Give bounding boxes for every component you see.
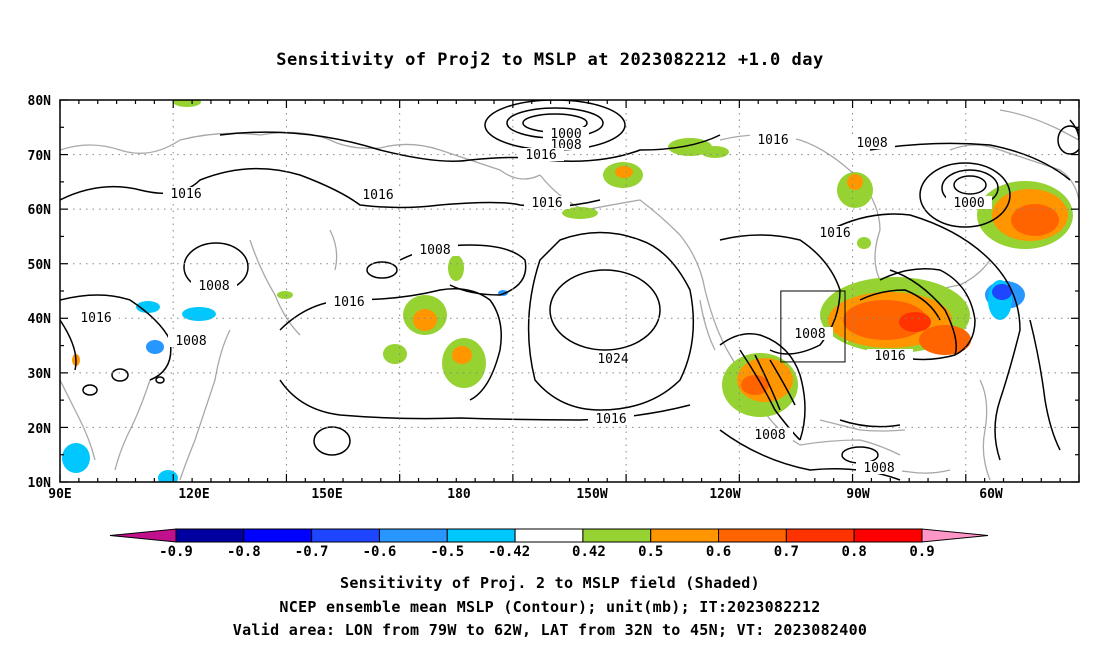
lon-label-180: 180 bbox=[447, 487, 471, 502]
contour-label: 1008 bbox=[175, 334, 206, 349]
lat-label-60n: 60N bbox=[28, 203, 52, 218]
colorbar-label: 0.8 bbox=[842, 544, 867, 560]
colorbar-swatch bbox=[650, 528, 720, 543]
colorbar-swatch bbox=[378, 528, 448, 543]
contour-label: 1016 bbox=[80, 311, 111, 326]
colorbar-label: -0.8 bbox=[227, 544, 261, 560]
colorbar-swatch bbox=[243, 528, 313, 543]
colorbar-min-triangle bbox=[109, 528, 177, 543]
contour-label: 1008 bbox=[794, 327, 825, 342]
axis-ticks bbox=[59, 99, 1080, 483]
lat-label-50n: 50N bbox=[28, 258, 52, 273]
contour-label: 1000 bbox=[953, 196, 984, 211]
colorbar-swatch bbox=[514, 528, 584, 543]
contour-label: 1008 bbox=[754, 428, 785, 443]
contour-label: 1008 bbox=[419, 243, 450, 258]
contour-label: 1016 bbox=[333, 295, 364, 310]
contour-label: 1024 bbox=[597, 352, 628, 367]
contour-label: 1016 bbox=[819, 226, 850, 241]
colorbar-swatch bbox=[853, 528, 923, 543]
lat-label-30n: 30N bbox=[28, 367, 52, 382]
lon-label-150e: 150E bbox=[311, 487, 342, 502]
colorbar-swatch bbox=[175, 528, 245, 543]
colorbar-label: -0.9 bbox=[159, 544, 193, 560]
lon-label-120e: 120E bbox=[178, 487, 209, 502]
lon-label-60w: 60W bbox=[979, 487, 1003, 502]
contour-label: 1016 bbox=[874, 349, 905, 364]
colorbar-label: 0.9 bbox=[909, 544, 934, 560]
graticule bbox=[60, 100, 1079, 482]
colorbar-label: 0.6 bbox=[706, 544, 731, 560]
sensitivity-shading bbox=[62, 100, 1073, 482]
lon-label-90w: 90W bbox=[846, 487, 870, 502]
colorbar-label: 0.5 bbox=[638, 544, 663, 560]
lon-label-120w: 120W bbox=[709, 487, 740, 502]
caption-valid-area: Valid area: LON from 79W to 62W, LAT fro… bbox=[232, 621, 868, 639]
colorbar-label: 0.42 bbox=[572, 544, 606, 560]
contour-label: 1016 bbox=[595, 412, 626, 427]
valid-area-box bbox=[780, 290, 846, 363]
lon-label-150w: 150W bbox=[576, 487, 607, 502]
colorbar-swatch bbox=[785, 528, 855, 543]
colorbar-label: -0.5 bbox=[430, 544, 464, 560]
colorbar-swatch bbox=[446, 528, 516, 543]
lat-label-80n: 80N bbox=[28, 94, 52, 109]
colorbar-label: 0.7 bbox=[774, 544, 799, 560]
caption-contour: NCEP ensemble mean MSLP (Contour); unit(… bbox=[279, 598, 821, 616]
colorbar-swatch bbox=[311, 528, 380, 543]
contour-labels: 1000 1008 1016 1016 1016 1008 1016 1016 … bbox=[73, 127, 992, 476]
colorbar bbox=[109, 528, 989, 543]
contour-label: 1016 bbox=[170, 187, 201, 202]
contour-label: 1008 bbox=[198, 279, 229, 294]
coastlines bbox=[60, 109, 1079, 481]
lon-label-90e: 90E bbox=[48, 487, 71, 502]
colorbar-swatch bbox=[718, 528, 787, 543]
colorbar-swatch bbox=[582, 528, 652, 543]
lat-label-20n: 20N bbox=[28, 422, 52, 437]
colorbar-label: -0.7 bbox=[295, 544, 329, 560]
contour-label: 1016 bbox=[757, 133, 788, 148]
colorbar-label: -0.6 bbox=[363, 544, 397, 560]
map-title: Sensitivity of Proj2 to MSLP at 20230822… bbox=[276, 50, 824, 70]
lat-label-70n: 70N bbox=[28, 149, 52, 164]
lat-label-10n: 10N bbox=[28, 476, 52, 491]
contour-label: 1016 bbox=[525, 148, 556, 163]
contour-label: 1016 bbox=[362, 188, 393, 203]
colorbar-max-triangle bbox=[921, 528, 989, 543]
contour-label: 1016 bbox=[531, 196, 562, 211]
lat-label-40n: 40N bbox=[28, 312, 52, 327]
colorbar-label: -0.42 bbox=[488, 544, 530, 560]
caption-shaded: Sensitivity of Proj. 2 to MSLP field (Sh… bbox=[340, 574, 760, 592]
contour-label: 1008 bbox=[856, 136, 887, 151]
contour-label: 1008 bbox=[863, 461, 894, 476]
